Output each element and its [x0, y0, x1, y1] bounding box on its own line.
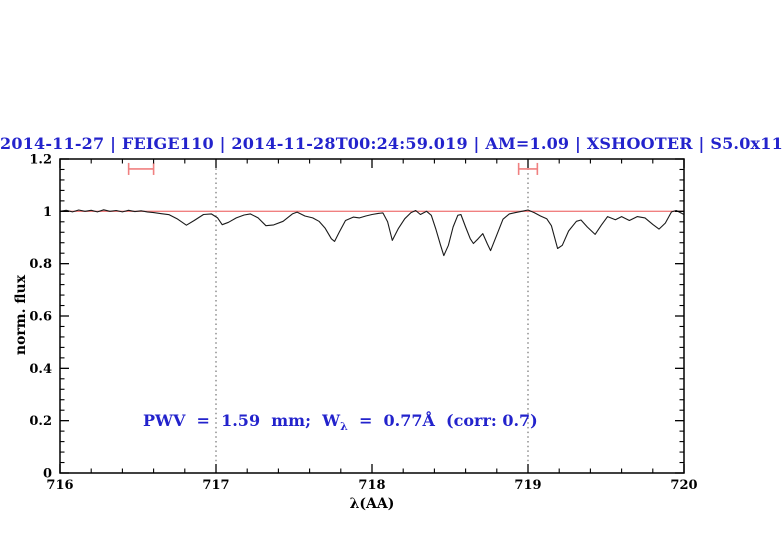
- x-tick-label: 719: [514, 478, 541, 493]
- y-tick-label: 0: [43, 467, 52, 482]
- x-axis-title: λ(AA): [349, 496, 395, 512]
- plot-title: 2014-11-27 | FEIGE110 | 2014-11-28T00:24…: [0, 134, 782, 153]
- y-tick-label: 1.2: [29, 153, 52, 168]
- x-tick-label: 717: [202, 478, 229, 493]
- y-tick-label: 0.8: [29, 257, 52, 272]
- pwv-annotation: PWV = 1.59 mm; Wλ = 0.77Å (corr: 0.7): [143, 411, 538, 433]
- pwv-annotation-part1: PWV = 1.59 mm; W: [143, 411, 341, 430]
- y-tick-label: 0.6: [29, 310, 52, 325]
- y-tick-label: 0.2: [29, 414, 52, 429]
- y-tick-label: 1: [43, 205, 52, 220]
- pwv-annotation-part2: = 0.77Å (corr: 0.7): [347, 411, 538, 430]
- y-tick-label: 0.4: [29, 362, 52, 377]
- x-tick-label: 718: [358, 478, 385, 493]
- pwv-annotation-subscript: λ: [340, 420, 348, 434]
- x-tick-label: 716: [46, 478, 73, 493]
- spectrum-line: [59, 209, 685, 257]
- y-axis-title: norm. flux: [13, 274, 29, 356]
- x-tick-label: 720: [670, 478, 697, 493]
